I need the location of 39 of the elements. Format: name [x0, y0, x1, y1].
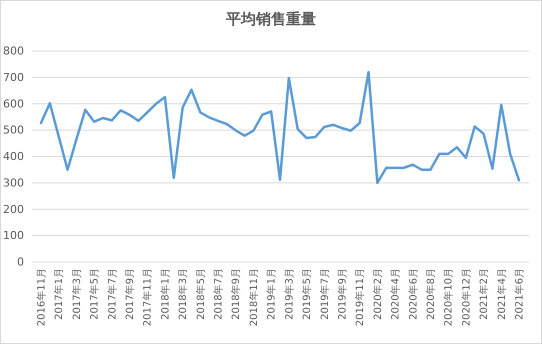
- x-tick-label: 2019年7月: [318, 268, 331, 320]
- y-tick-label: 0: [17, 256, 24, 269]
- x-tick-label: 2017年11月: [142, 268, 154, 326]
- x-tick-label: 2017年3月: [70, 268, 83, 320]
- x-tick-label: 2018年7月: [212, 268, 225, 320]
- x-tick-label: 2021年2月: [478, 268, 490, 320]
- y-tick-label: 100: [3, 229, 24, 242]
- x-tick-label: 2017年7月: [106, 268, 118, 320]
- x-tick-label: 2020年10月: [442, 268, 455, 326]
- x-tick-label: 2018年9月: [230, 268, 242, 320]
- line-series: [40, 70, 520, 184]
- x-tick-label: 2018年5月: [194, 268, 207, 320]
- x-tick-label: 2020年12月: [460, 268, 472, 326]
- x-tick-label: 2021年4月: [496, 268, 508, 320]
- x-tick-label: 2020年4月: [390, 268, 402, 320]
- x-tick-label: 2019年11月: [354, 268, 366, 326]
- x-tick-label: 2018年3月: [177, 268, 190, 320]
- x-tick-label: 2017年9月: [124, 268, 136, 320]
- x-tick-label: 2019年5月: [301, 268, 314, 320]
- x-tick-label: 2021年6月: [514, 268, 526, 320]
- y-tick-label: 400: [3, 150, 24, 164]
- x-tick-label: 2019年1月: [266, 268, 278, 320]
- y-tick-label: 500: [3, 124, 24, 137]
- y-tick-label: 300: [3, 176, 24, 190]
- y-tick-label: 700: [3, 70, 24, 84]
- y-tick-label: 800: [3, 44, 24, 58]
- x-tick-label: 2020年6月: [407, 268, 420, 320]
- x-tick-label: 2018年11月: [248, 268, 260, 326]
- chart-title: 平均销售重量: [225, 10, 316, 28]
- x-tick-label: 2016年11月: [36, 268, 48, 326]
- y-tick-label: 600: [3, 97, 24, 110]
- x-tick-label: 2019年3月: [283, 268, 296, 320]
- x-tick-label: 2018年1月: [159, 268, 172, 320]
- x-tick-label: 2020年2月: [372, 268, 384, 320]
- x-tick-label: 2020年8月: [424, 268, 437, 320]
- x-tick-label: 2017年5月: [88, 268, 101, 320]
- y-tick-label: 200: [3, 202, 24, 216]
- x-tick-label: 2019年9月: [336, 268, 348, 320]
- x-tick-label: 2017年1月: [53, 268, 66, 320]
